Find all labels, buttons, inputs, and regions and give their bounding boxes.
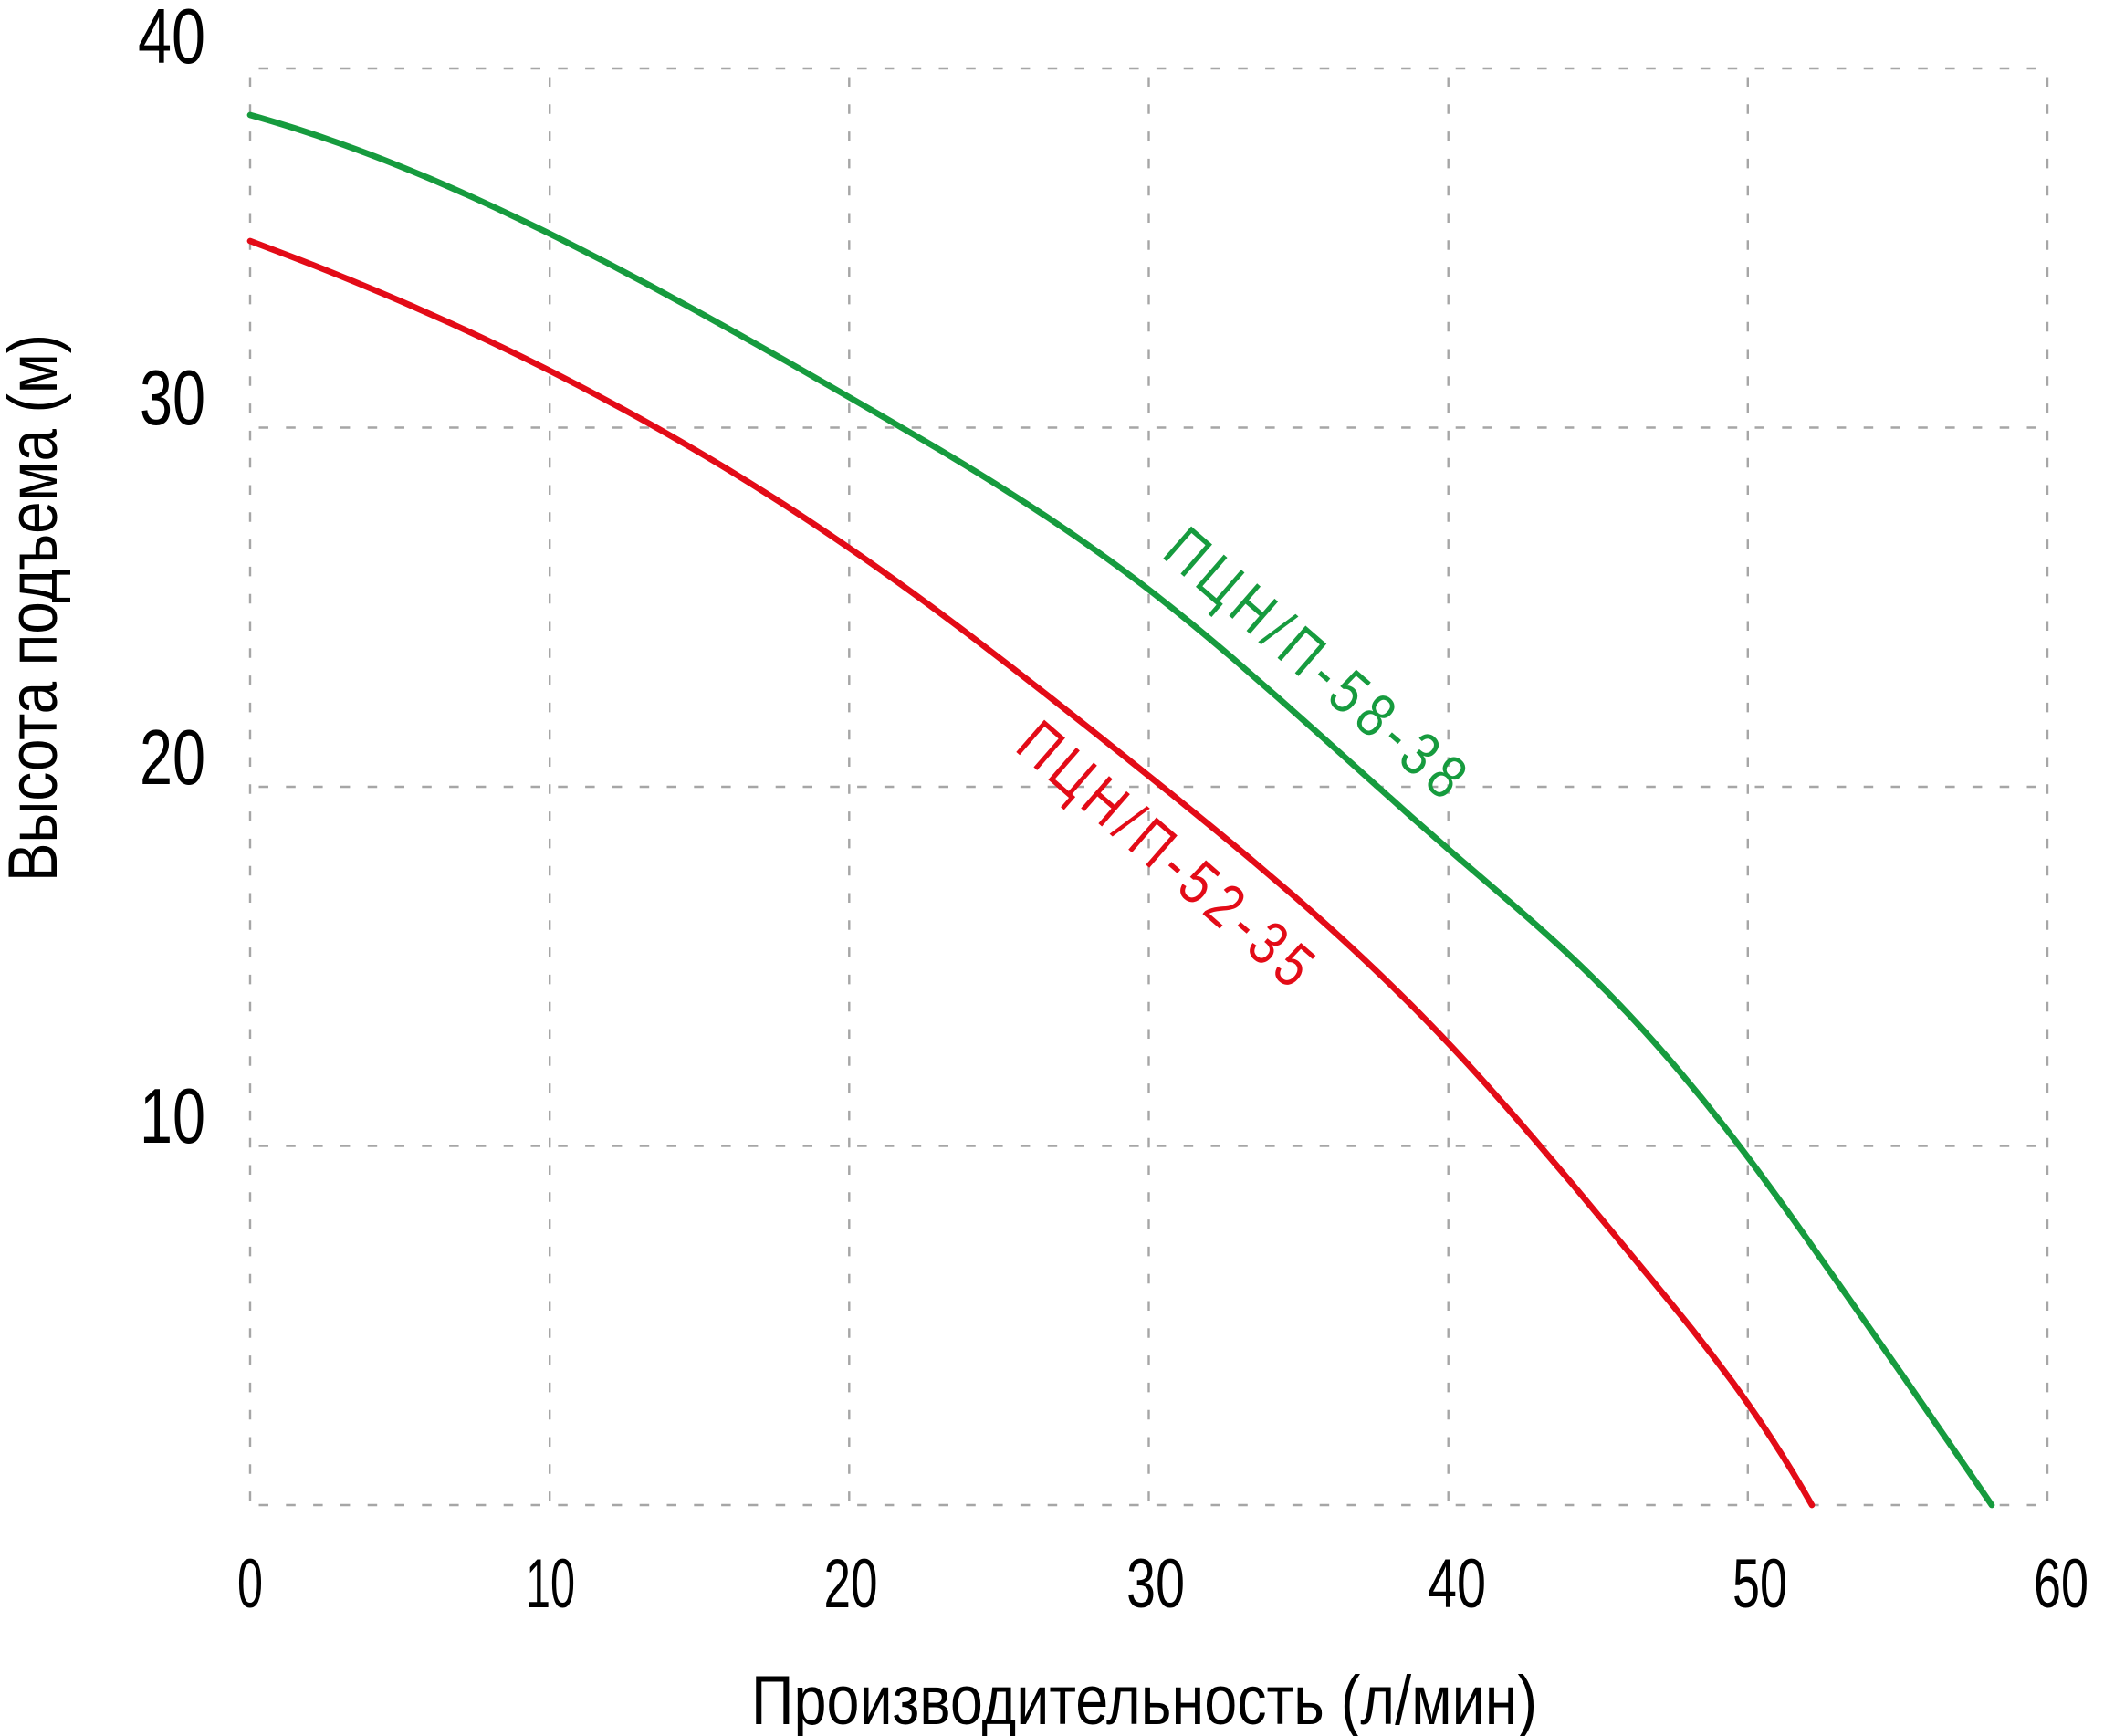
svg-text:Производительность (л/мин): Производительность (л/мин) [751,1662,1537,1736]
svg-text:30: 30 [140,355,205,442]
svg-text:20: 20 [824,1545,878,1623]
svg-text:60: 60 [2034,1545,2088,1623]
svg-text:40: 40 [138,0,205,80]
svg-text:10: 10 [526,1545,575,1623]
svg-text:40: 40 [1428,1545,1486,1623]
svg-text:Высота подъема (м): Высота подъема (м) [0,334,72,882]
svg-text:30: 30 [1126,1545,1185,1623]
svg-text:50: 50 [1732,1545,1787,1623]
svg-text:20: 20 [140,715,205,801]
svg-text:0: 0 [237,1545,263,1623]
svg-text:10: 10 [140,1073,205,1160]
